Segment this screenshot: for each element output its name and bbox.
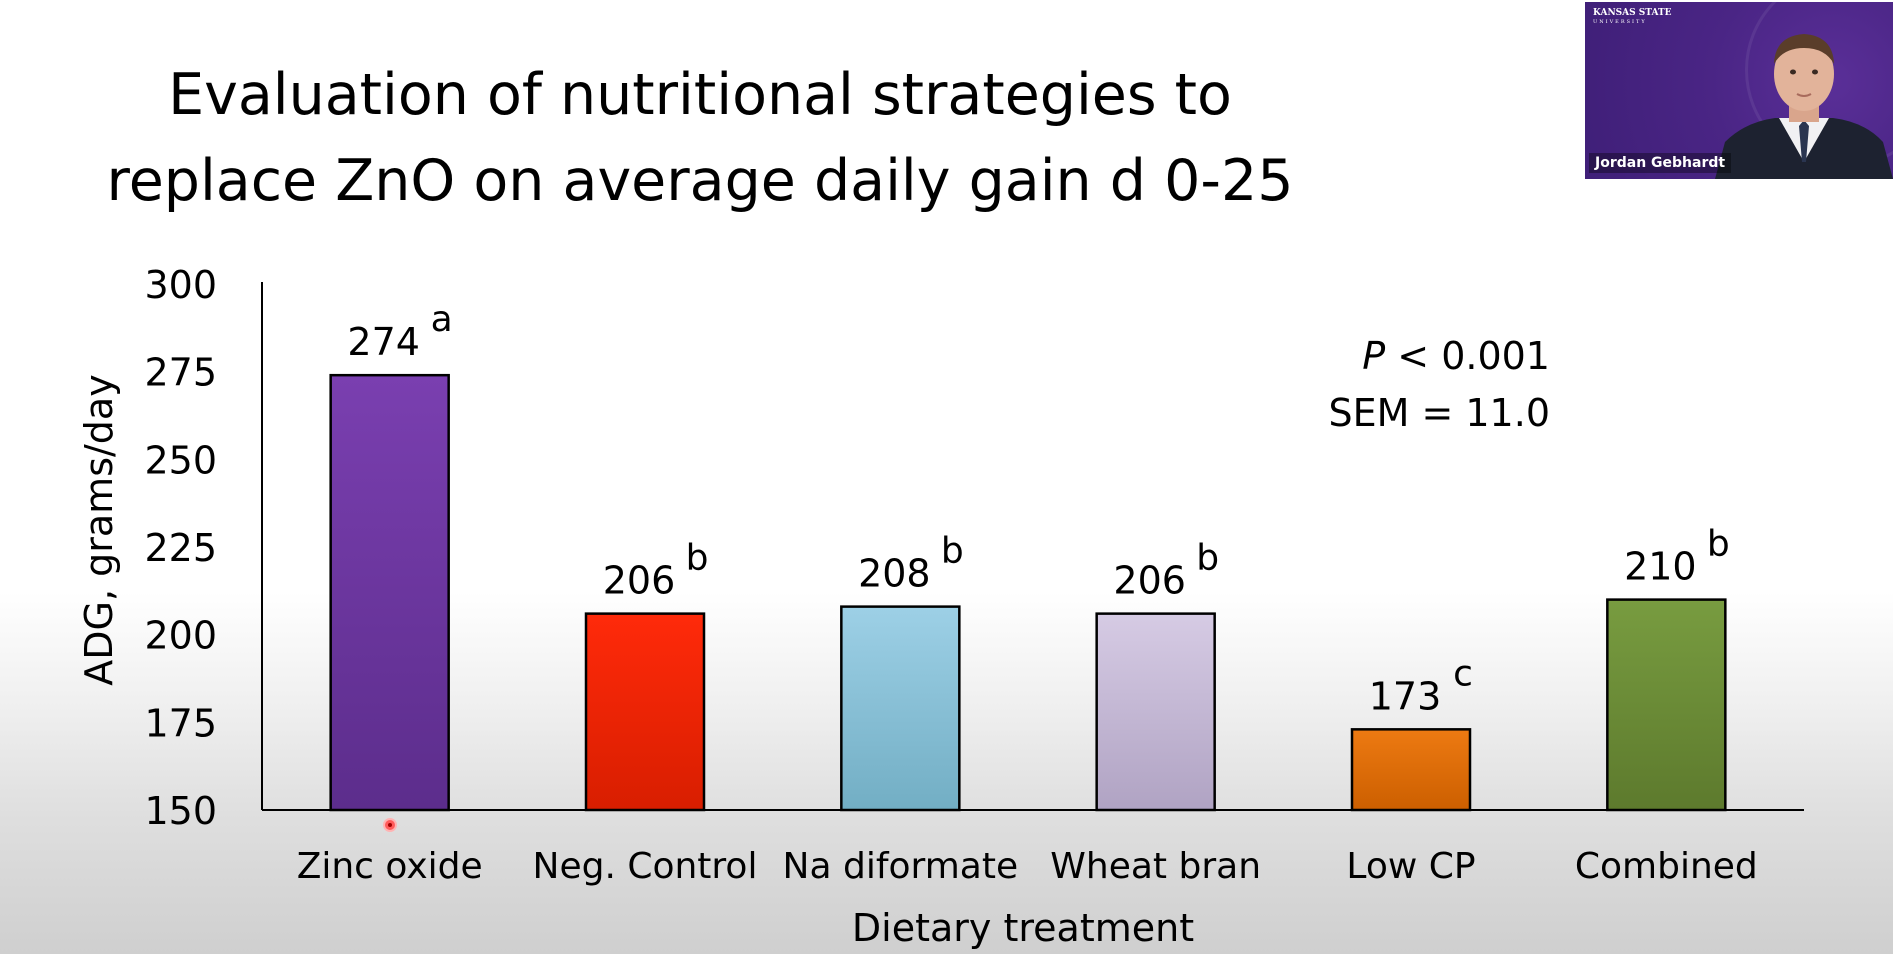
x-tick-label: Combined bbox=[1575, 846, 1758, 887]
y-tick-label: 225 bbox=[144, 526, 217, 570]
significance-letter: b bbox=[686, 538, 709, 579]
bars-layer bbox=[329, 373, 1727, 812]
bar-value-label: 173 bbox=[1369, 674, 1442, 718]
x-axis-title: Dietary treatment bbox=[852, 906, 1194, 950]
bar-value-label: 206 bbox=[603, 559, 676, 603]
slide-title-line-1: Evaluation of nutritional strategies to bbox=[168, 62, 1232, 128]
p-value-annotation: P < 0.001 bbox=[1362, 334, 1550, 378]
significance-letter: b bbox=[1196, 538, 1219, 579]
significance-letter: b bbox=[941, 531, 964, 572]
x-tick-label: Wheat bran bbox=[1050, 846, 1261, 887]
slide-title: Evaluation of nutritional strategies to … bbox=[60, 52, 1340, 224]
bar-value-label: 210 bbox=[1624, 545, 1697, 589]
presenter-name: Jordan Gebhardt bbox=[1589, 153, 1732, 173]
bar-zinc-oxide bbox=[329, 373, 450, 812]
y-tick-label: 200 bbox=[144, 614, 217, 658]
bar-wheat-bran bbox=[1095, 612, 1216, 812]
bar-combined bbox=[1606, 598, 1727, 812]
bar-neg-control bbox=[584, 612, 706, 812]
bar-value-label: 206 bbox=[1113, 559, 1186, 603]
bar-na-diformate bbox=[840, 605, 961, 812]
x-tick-label: Na diformate bbox=[783, 846, 1019, 887]
significance-letter: b bbox=[1707, 524, 1730, 565]
x-tick-label: Low CP bbox=[1346, 846, 1475, 887]
y-tick-label: 250 bbox=[144, 438, 217, 482]
sem-annotation: SEM = 11.0 bbox=[1328, 391, 1550, 435]
p-value: < 0.001 bbox=[1385, 334, 1550, 378]
y-tick-label: 175 bbox=[144, 701, 217, 745]
university-logo: KANSAS STATE UNIVERSITY bbox=[1593, 9, 1672, 27]
logo-sub-text: UNIVERSITY bbox=[1593, 19, 1647, 25]
x-tick-label: Zinc oxide bbox=[297, 846, 483, 887]
bar-value-label: 274 bbox=[347, 320, 420, 364]
axes-layer: 150 175 200 225 250 275 300 bbox=[144, 263, 1804, 833]
slide-title-line-2: replace ZnO on average daily gain d 0-25 bbox=[106, 148, 1294, 214]
y-tick-label: 150 bbox=[144, 789, 217, 833]
bar-value-label: 208 bbox=[858, 552, 931, 596]
webcam-overlay: KANSAS STATE UNIVERSITY Jordan Gebhardt bbox=[1585, 2, 1893, 179]
y-axis-title: ADG, grams/day bbox=[77, 374, 121, 685]
significance-letter: a bbox=[431, 299, 453, 340]
presenter-video bbox=[1715, 34, 1893, 179]
laser-pointer-dot bbox=[383, 818, 397, 832]
x-tick-label: Neg. Control bbox=[533, 846, 758, 887]
y-tick-label: 300 bbox=[144, 263, 217, 307]
significance-letter: c bbox=[1453, 653, 1473, 694]
bar-low-cp bbox=[1350, 728, 1472, 812]
p-symbol: P bbox=[1362, 334, 1386, 378]
y-tick-label: 275 bbox=[144, 351, 217, 395]
logo-main-text: KANSAS STATE bbox=[1593, 8, 1672, 18]
